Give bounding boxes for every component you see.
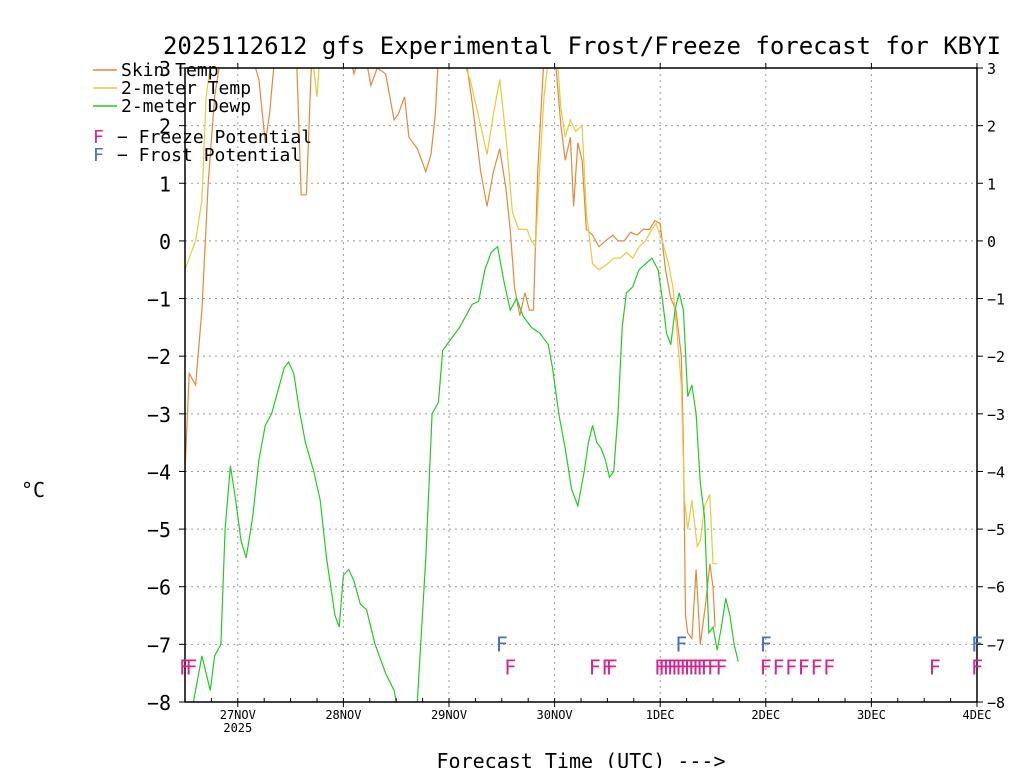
- x-tick-label: 29NOV: [431, 708, 467, 722]
- freeze-marker: F: [589, 655, 601, 679]
- y-tick-label-left: −5: [147, 518, 171, 542]
- x-axis-label: Forecast Time (UTC) --->: [437, 749, 726, 768]
- y-tick-label-left: −2: [147, 345, 171, 369]
- freeze-marker: F: [810, 655, 822, 679]
- freeze-marker: F: [971, 655, 983, 679]
- y-tick-label-right: −1: [987, 291, 1005, 309]
- y-tick-label-left: 3: [159, 57, 171, 81]
- freeze-marker: F: [179, 655, 191, 679]
- legend-label-t2m: 2-meter Temp: [121, 78, 251, 99]
- y-tick-label-right: 1: [987, 175, 996, 193]
- series-line-dewp: [416, 245, 739, 702]
- series-line-dewp: [192, 360, 397, 702]
- freeze-marker: F: [772, 655, 784, 679]
- y-tick-label-right: 3: [987, 60, 996, 78]
- freeze-marker: F: [760, 655, 772, 679]
- legend-label-dewp: 2-meter Dewp: [121, 96, 251, 117]
- freeze-marker: F: [667, 655, 679, 679]
- x-tick-label: 27NOV: [220, 708, 256, 722]
- freeze-marker: F: [504, 655, 516, 679]
- x-tick-label: 1DEC: [646, 708, 675, 722]
- legend-frost-marker: F: [93, 145, 104, 166]
- y-tick-label-right: −4: [987, 463, 1005, 481]
- freeze-marker: F: [680, 655, 692, 679]
- freeze-marker: F: [601, 655, 613, 679]
- y-tick-label-left: 1: [159, 172, 171, 196]
- y-tick-label-right: 0: [987, 233, 996, 251]
- y-tick-label-left: 2: [159, 115, 171, 139]
- y-tick-label-right: −8: [987, 694, 1005, 712]
- freeze-marker: F: [707, 655, 719, 679]
- freeze-marker: F: [798, 655, 810, 679]
- y-tick-label-left: −4: [147, 460, 171, 484]
- frost-marker: F: [496, 632, 508, 656]
- y-axis-label: °C: [21, 478, 45, 502]
- freeze-marker: F: [715, 655, 727, 679]
- freeze-marker: F: [929, 655, 941, 679]
- y-tick-label-left: −6: [147, 576, 171, 600]
- grid-lines: [185, 68, 977, 702]
- y-tick-label-left: −8: [147, 691, 171, 715]
- freeze-marker: F: [663, 655, 675, 679]
- x-tick-label: 30NOV: [537, 708, 573, 722]
- y-tick-label-right: −3: [987, 406, 1005, 424]
- y-tick-label-left: −7: [147, 633, 171, 657]
- x-tick-label: 2DEC: [751, 708, 780, 722]
- y-tick-label-left: −1: [147, 288, 171, 312]
- freeze-marker: F: [701, 655, 713, 679]
- y-tick-label-left: −3: [147, 403, 171, 427]
- legend-label-skin: Skin Temp: [121, 60, 219, 81]
- freeze-marker: F: [654, 655, 666, 679]
- x-tick-label: 4DEC: [963, 708, 992, 722]
- series-line-t2m: [185, 68, 718, 565]
- series-line-skin: [185, 68, 716, 645]
- freeze-marker: F: [606, 655, 618, 679]
- freeze-marker: F: [823, 655, 835, 679]
- series-lines: [185, 68, 739, 702]
- freeze-marker: F: [185, 655, 197, 679]
- frost-marker: F: [760, 632, 772, 656]
- plot-frame: [184, 67, 978, 703]
- y-tick-label-right: −6: [987, 579, 1005, 597]
- freeze-marker: F: [671, 655, 683, 679]
- legend-frost-label: − Frost Potential: [117, 145, 301, 166]
- freeze-marker: F: [675, 655, 687, 679]
- frost-marker: F: [971, 632, 983, 656]
- freeze-marker: F: [785, 655, 797, 679]
- axis-ticks: −8 −8 −7 −7 −6 −6 −5 −5 −4 −4 −3 −3 −2 −2 −1 −1 0 0 1 1 2 2 3 3…: [147, 57, 1005, 735]
- y-tick-label-left: 0: [159, 230, 171, 254]
- freeze-marker: F: [684, 655, 696, 679]
- y-tick-label-right: −2: [987, 348, 1005, 366]
- x-tick-label: 3DEC: [857, 708, 886, 722]
- freeze-marker: F: [688, 655, 700, 679]
- legend-freeze-label: − Freeze Potential: [117, 127, 312, 148]
- y-tick-label-right: 2: [987, 118, 996, 136]
- freeze-marker: F: [696, 655, 708, 679]
- freeze-marker: F: [658, 655, 670, 679]
- frost-marker: F: [675, 632, 687, 656]
- freeze-marker: F: [692, 655, 704, 679]
- chart-title: 2025112612 gfs Experimental Frost/Freeze…: [163, 32, 1001, 60]
- legend-freeze-marker: F: [93, 127, 104, 148]
- legend: Skin Temp 2-meter Temp 2-meter Dewp F − …: [93, 60, 312, 166]
- y-tick-label-right: −5: [987, 521, 1005, 539]
- x-tick-sublabel: 2025: [223, 721, 252, 735]
- y-tick-label-right: −7: [987, 636, 1005, 654]
- x-tick-label: 28NOV: [325, 708, 361, 722]
